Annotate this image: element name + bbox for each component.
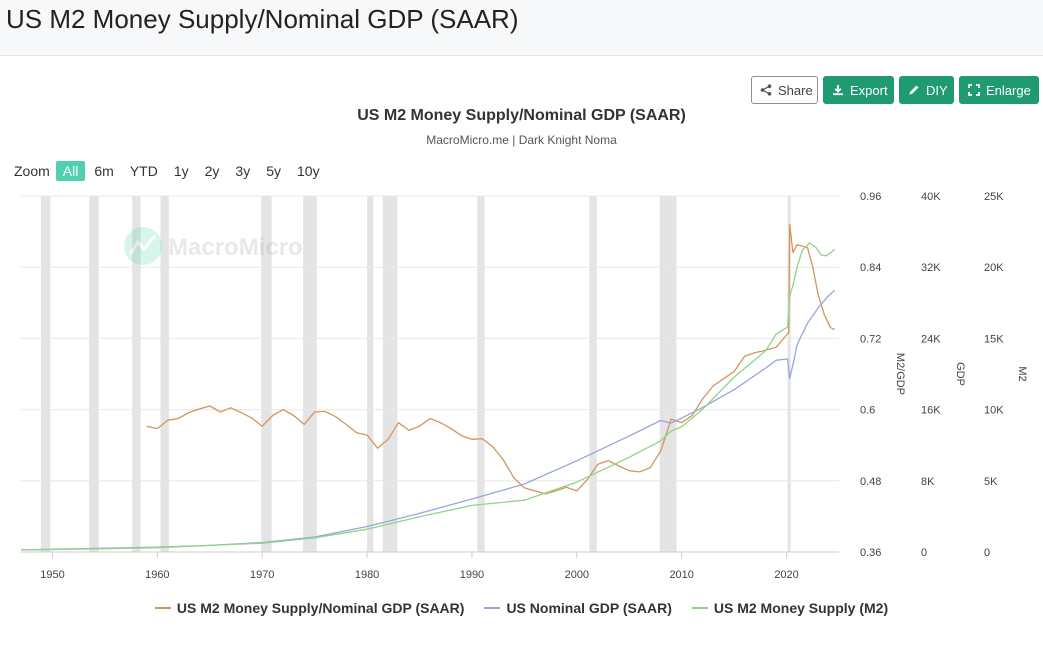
x-axis: 1950 1960 1970 1980 1990 2000 2010 2020 [21,551,839,581]
y-tick-label-m2: 20K [984,262,1004,274]
y-tick-label-ratio: 0.36 [860,547,881,559]
zoom-label: Zoom [14,163,50,179]
y-tick-label-m2: 5K [984,476,998,488]
zoom-5y-button[interactable]: 5y [266,163,281,179]
recession-band-7 [382,196,398,552]
x-tick-label: 1960 [145,569,169,581]
zoom-2y-button[interactable]: 2y [204,163,220,179]
diy-label: DIY [926,82,948,98]
y-tick-label-gdp: 40K [921,191,941,203]
zoom-10y-button[interactable]: 10y [297,163,320,179]
y-tick-label-m2: 0 [984,547,990,559]
recession-band-5 [303,196,317,552]
legend-item-ratio[interactable]: US M2 Money Supply/Nominal GDP (SAAR) [154,600,465,616]
export-button[interactable]: Export [823,76,894,104]
x-tick-label: 2000 [565,569,589,581]
legend-label-m2: US M2 Money Supply (M2) [713,600,889,616]
y-axis-title-m2: M2 [1016,366,1028,381]
legend-swatch-ratio [154,607,171,609]
legend-swatch-m2 [691,607,708,609]
chart-subtitle: MacroMicro.me | Dark Knight Noma [426,133,617,147]
export-label: Export [850,82,888,98]
y-tick-label-m2: 15K [984,333,1004,345]
x-tick-label: 2020 [774,569,798,581]
legend-label-gdp: US Nominal GDP (SAAR) [506,600,672,616]
zoom-all-button[interactable]: All [55,161,86,181]
legend-item-m2[interactable]: US M2 Money Supply (M2) [691,600,889,616]
recession-band-0 [40,196,51,552]
zoom-3y-button[interactable]: 3y [235,163,251,179]
x-tick-label: 1950 [40,569,64,581]
download-icon [832,84,844,96]
x-tick-label: 1990 [460,569,484,581]
zoom-ytd-button[interactable]: YTD [129,163,158,179]
recession-band-2 [132,196,141,552]
share-icon [760,84,772,96]
y-axis-title-ratio: M2/GDP [894,353,906,395]
recession-band-6 [367,196,374,552]
legend-label-ratio: US M2 Money Supply/Nominal GDP (SAAR) [176,600,465,616]
y-tick-label-ratio: 0.72 [860,333,881,345]
y-axes: 0.36 0.48 0.6 0.72 0.84 0.96 M2/GDP 0 8K 16K 24K 32… [860,191,1028,559]
watermark: MacroMicro [124,227,303,265]
enlarge-button[interactable]: Enlarge [959,76,1039,104]
chart-toolbar: Share Export DIY Enlarge [751,76,1039,104]
legend-swatch-gdp [484,607,501,609]
watermark-text: MacroMicro [168,234,303,261]
y-tick-label-gdp: 16K [921,405,941,417]
recession-band-9 [589,196,597,552]
enlarge-label: Enlarge [986,82,1031,98]
chart-legend: US M2 Money Supply/Nominal GDP (SAAR) US… [0,600,1043,616]
recession-bands [40,196,791,552]
y-axis-title-gdp: GDP [954,362,966,386]
diy-button[interactable]: DIY [899,76,954,104]
x-tick-label: 2010 [669,569,693,581]
zoom-6m-button[interactable]: 6m [94,163,114,179]
y-tick-label-ratio: 0.6 [860,405,875,417]
series-line-ratio [146,223,836,495]
recession-band-4 [261,196,272,552]
share-button[interactable]: Share [751,76,818,104]
y-tick-label-ratio: 0.48 [860,476,881,488]
recession-band-10 [659,196,677,552]
legend-item-gdp[interactable]: US Nominal GDP (SAAR) [484,600,672,616]
y-tick-label-m2: 25K [984,191,1004,203]
x-tick-label: 1980 [355,569,379,581]
zoom-selector: Zoom All 6m YTD 1y 2y 3y 5y 10y [14,161,329,181]
y-tick-label-gdp: 32K [921,262,941,274]
page-header: US M2 Money Supply/Nominal GDP (SAAR) [0,0,1043,56]
recession-band-1 [89,196,99,552]
pencil-icon [908,84,920,96]
series-line-m2 [20,242,836,551]
x-tick-label: 1970 [250,569,274,581]
series-lines [20,223,836,551]
y-tick-label-gdp: 8K [921,476,935,488]
y-tick-label-gdp: 0 [921,547,927,559]
share-label: Share [778,82,813,98]
chart-title: US M2 Money Supply/Nominal GDP (SAAR) [357,107,686,124]
y-tick-label-ratio: 0.84 [860,262,881,274]
page-title: US M2 Money Supply/Nominal GDP (SAAR) [6,4,519,34]
recession-band-3 [160,196,169,552]
zoom-1y-button[interactable]: 1y [173,163,189,179]
macromicro-logo-icon [124,227,162,265]
y-tick-label-ratio: 0.96 [860,191,881,203]
recession-band-8 [477,196,485,552]
y-tick-label-gdp: 24K [921,333,941,345]
y-tick-label-m2: 10K [984,405,1004,417]
expand-icon [968,84,980,96]
